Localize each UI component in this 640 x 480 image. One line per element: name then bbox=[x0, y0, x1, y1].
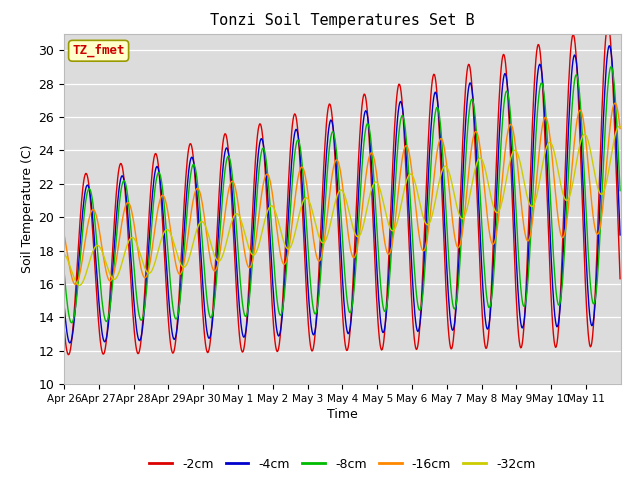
-8cm bbox=[431, 110, 439, 116]
-16cm bbox=[277, 253, 285, 259]
-2cm bbox=[228, 207, 236, 213]
-8cm bbox=[60, 268, 68, 274]
-32cm bbox=[616, 123, 623, 129]
-4cm bbox=[126, 242, 134, 248]
-4cm bbox=[66, 340, 74, 346]
-8cm bbox=[616, 188, 624, 193]
-4cm bbox=[431, 89, 439, 95]
Title: Tonzi Soil Temperatures Set B: Tonzi Soil Temperatures Set B bbox=[210, 13, 475, 28]
-8cm bbox=[228, 172, 236, 178]
Line: -2cm: -2cm bbox=[64, 24, 620, 355]
-16cm bbox=[611, 100, 619, 106]
-2cm bbox=[616, 276, 624, 282]
Text: TZ_fmet: TZ_fmet bbox=[72, 44, 125, 58]
-16cm bbox=[431, 163, 439, 169]
-4cm bbox=[60, 301, 68, 307]
-2cm bbox=[400, 129, 408, 134]
-8cm bbox=[126, 215, 134, 221]
-4cm bbox=[277, 326, 285, 332]
-2cm bbox=[431, 74, 439, 80]
-16cm bbox=[72, 282, 79, 288]
-8cm bbox=[256, 160, 264, 166]
-32cm bbox=[277, 228, 285, 234]
-2cm bbox=[60, 324, 68, 330]
-16cm bbox=[228, 178, 236, 184]
-32cm bbox=[60, 251, 68, 257]
-8cm bbox=[277, 312, 285, 318]
-4cm bbox=[616, 232, 624, 238]
-16cm bbox=[256, 205, 264, 211]
-4cm bbox=[400, 120, 408, 126]
-32cm bbox=[228, 217, 236, 223]
Y-axis label: Soil Temperature (C): Soil Temperature (C) bbox=[21, 144, 34, 273]
-32cm bbox=[616, 124, 624, 130]
-2cm bbox=[126, 264, 134, 270]
-16cm bbox=[126, 203, 134, 208]
-32cm bbox=[76, 282, 83, 288]
-8cm bbox=[68, 320, 76, 325]
X-axis label: Time: Time bbox=[327, 408, 358, 421]
-4cm bbox=[605, 43, 613, 48]
-32cm bbox=[400, 188, 408, 193]
-16cm bbox=[400, 147, 408, 153]
-8cm bbox=[400, 117, 408, 123]
-32cm bbox=[431, 199, 439, 204]
Line: -4cm: -4cm bbox=[64, 46, 620, 343]
-16cm bbox=[616, 126, 624, 132]
-8cm bbox=[607, 64, 615, 70]
-4cm bbox=[256, 140, 264, 146]
-4cm bbox=[228, 190, 236, 195]
-2cm bbox=[277, 327, 285, 333]
Line: -8cm: -8cm bbox=[64, 67, 620, 323]
-32cm bbox=[126, 236, 134, 242]
-2cm bbox=[256, 121, 264, 127]
-16cm bbox=[60, 231, 68, 237]
-32cm bbox=[256, 239, 264, 244]
Legend: -2cm, -4cm, -8cm, -16cm, -32cm: -2cm, -4cm, -8cm, -16cm, -32cm bbox=[145, 453, 540, 476]
-2cm bbox=[65, 352, 72, 358]
-2cm bbox=[604, 22, 612, 27]
Line: -32cm: -32cm bbox=[64, 126, 620, 285]
Line: -16cm: -16cm bbox=[64, 103, 620, 285]
